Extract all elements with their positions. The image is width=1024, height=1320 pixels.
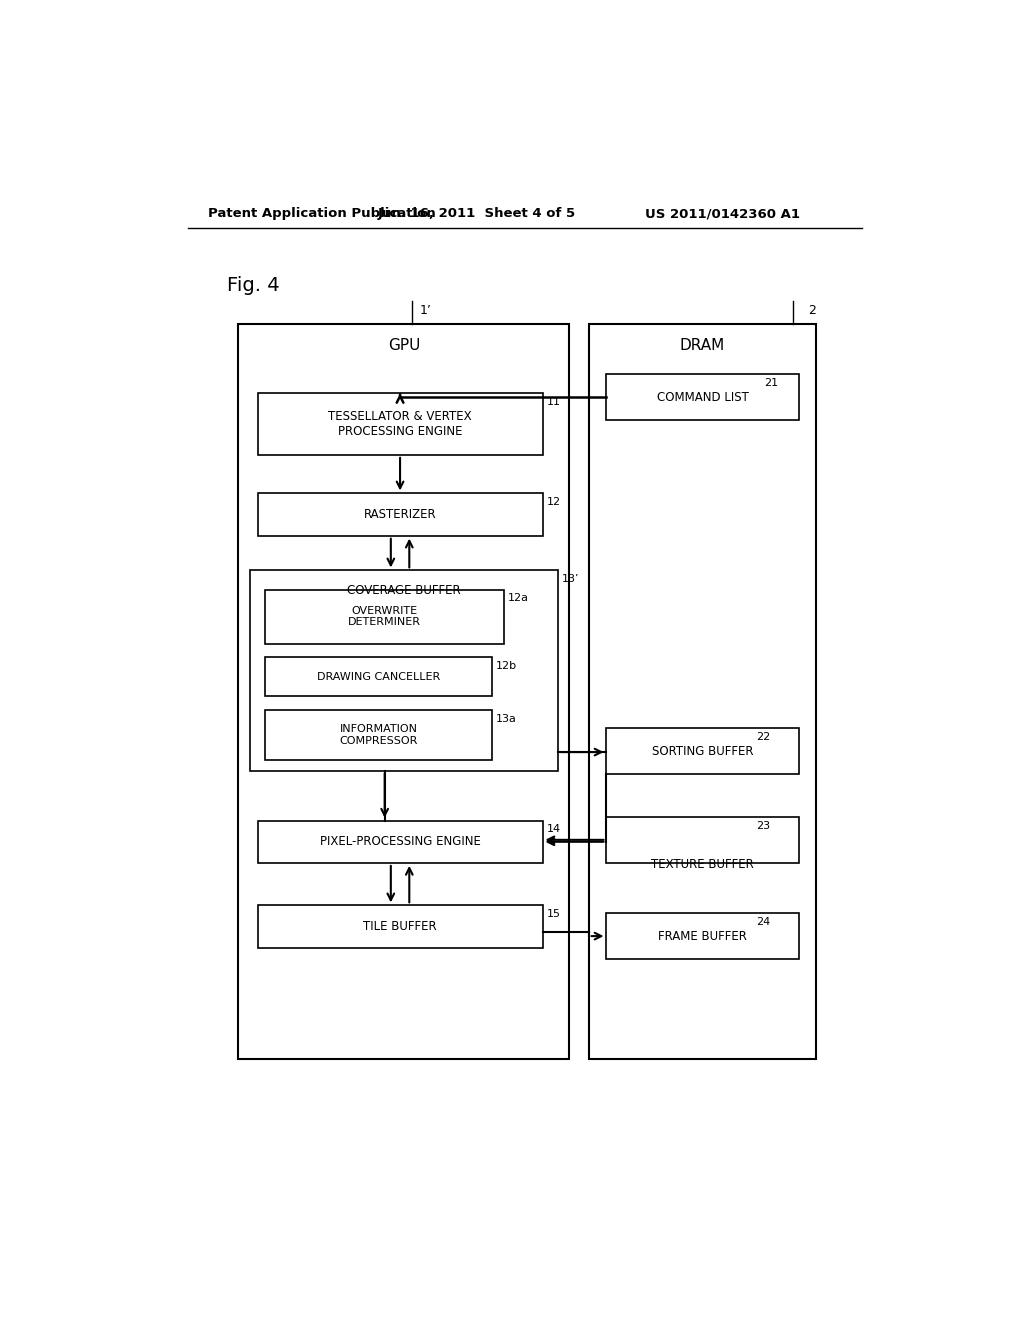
Text: TEXTURE BUFFER: TEXTURE BUFFER [651, 858, 754, 871]
Bar [265, 657, 493, 696]
Text: GPU: GPU [388, 338, 420, 352]
Text: DRAWING CANCELLER: DRAWING CANCELLER [317, 672, 440, 681]
Text: 14: 14 [547, 825, 560, 834]
Text: DRAM: DRAM [680, 338, 725, 352]
Text: RASTERIZER: RASTERIZER [364, 508, 436, 521]
Text: COVERAGE BUFFER: COVERAGE BUFFER [347, 585, 461, 597]
Text: 13a: 13a [497, 714, 517, 723]
Bar [258, 393, 543, 455]
Bar [606, 374, 799, 420]
Bar [258, 906, 543, 948]
Text: 12b: 12b [497, 661, 517, 671]
Text: PIXEL-PROCESSING ENGINE: PIXEL-PROCESSING ENGINE [319, 836, 480, 849]
Text: 22: 22 [757, 733, 771, 742]
Text: 12a: 12a [508, 594, 528, 603]
Bar [606, 729, 799, 775]
Text: 24: 24 [757, 917, 771, 927]
Bar [250, 570, 558, 771]
Text: 2: 2 [808, 304, 816, 317]
Text: SORTING BUFFER: SORTING BUFFER [652, 744, 754, 758]
Bar [606, 817, 799, 863]
Text: TILE BUFFER: TILE BUFFER [364, 920, 437, 933]
Text: 1’: 1’ [419, 304, 431, 317]
Text: TESSELLATOR & VERTEX
PROCESSING ENGINE: TESSELLATOR & VERTEX PROCESSING ENGINE [329, 411, 472, 438]
Bar [265, 710, 493, 760]
Text: Jun. 16, 2011  Sheet 4 of 5: Jun. 16, 2011 Sheet 4 of 5 [378, 207, 577, 220]
Text: 11: 11 [547, 397, 560, 407]
Text: 21: 21 [764, 378, 778, 388]
Text: 12: 12 [547, 498, 560, 507]
Text: COMMAND LIST: COMMAND LIST [656, 391, 749, 404]
Text: FRAME BUFFER: FRAME BUFFER [658, 929, 748, 942]
Bar [606, 913, 799, 960]
Bar [239, 323, 569, 1059]
Bar [258, 494, 543, 536]
Bar [589, 323, 816, 1059]
Text: US 2011/0142360 A1: US 2011/0142360 A1 [645, 207, 801, 220]
Text: INFORMATION
COMPRESSOR: INFORMATION COMPRESSOR [340, 723, 418, 746]
Text: 13’: 13’ [562, 574, 580, 585]
Bar [265, 590, 504, 644]
Text: Patent Application Publication: Patent Application Publication [208, 207, 435, 220]
Text: Fig. 4: Fig. 4 [226, 276, 280, 294]
Text: OVERWRITE
DETERMINER: OVERWRITE DETERMINER [348, 606, 421, 627]
Text: 23: 23 [757, 821, 771, 830]
Text: 15: 15 [547, 909, 560, 919]
Bar [258, 821, 543, 863]
